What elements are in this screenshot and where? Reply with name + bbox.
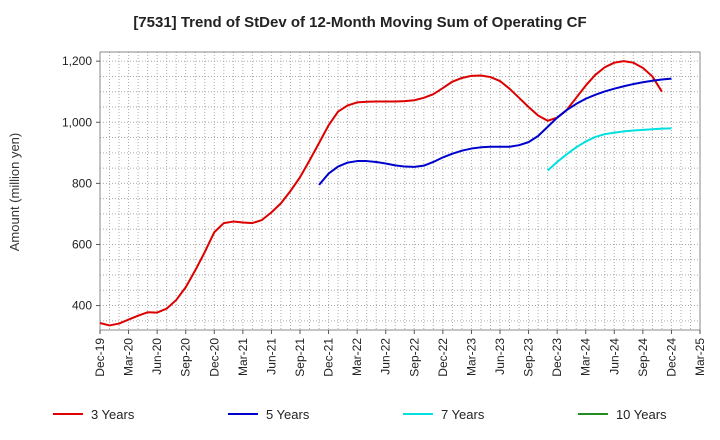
y-axis-label: Amount (million yen) — [7, 133, 22, 252]
x-tick-label: Mar-23 — [464, 338, 478, 376]
legend-item: 3 Years — [52, 407, 135, 422]
x-tick-label: Jun-22 — [379, 338, 393, 375]
x-tick-label: Dec-19 — [93, 338, 107, 377]
x-tick-label: Dec-21 — [322, 338, 336, 377]
legend: 3 Years 5 Years 7 Years 10 Years — [52, 407, 667, 422]
legend-label: 3 Years — [91, 407, 135, 422]
legend-label: 5 Years — [266, 407, 310, 422]
series-line-5-years — [318, 77, 672, 186]
legend-label: 10 Years — [616, 407, 667, 422]
chart-title: [7531] Trend of StDev of 12-Month Moving… — [133, 14, 587, 31]
series-line-7-years — [546, 127, 672, 172]
x-tick-label: Sep-24 — [636, 338, 650, 377]
y-tick-label: 600 — [72, 237, 92, 251]
legend-item: 10 Years — [577, 407, 667, 422]
x-tick-label: Mar-25 — [693, 338, 707, 376]
x-tick-label: Mar-20 — [122, 338, 136, 376]
x-tick-label: Dec-23 — [550, 338, 564, 377]
x-tick-label: Mar-24 — [579, 338, 593, 376]
legend-item: 5 Years — [227, 407, 310, 422]
x-tick-label: Sep-21 — [293, 338, 307, 377]
x-tick-label: Mar-22 — [350, 338, 364, 376]
x-tick-label: Jun-23 — [493, 338, 507, 375]
x-tick-label: Sep-22 — [407, 338, 421, 377]
legend-label: 7 Years — [441, 407, 485, 422]
y-axis-ticks: 400 600 800 1,000 1,200 — [62, 54, 100, 313]
x-tick-label: Dec-22 — [436, 338, 450, 377]
legend-item: 7 Years — [402, 407, 485, 422]
x-tick-label: Mar-21 — [236, 338, 250, 376]
x-tick-label: Dec-20 — [207, 338, 221, 377]
y-tick-label: 400 — [72, 299, 92, 313]
x-tick-label: Jun-21 — [264, 338, 278, 375]
y-tick-label: 1,000 — [62, 115, 92, 129]
x-axis-ticks: Dec-19 Mar-20 Jun-20 Sep-20 Dec-20 Mar-21 Jun-… — [93, 330, 707, 377]
x-tick-label: Jun-24 — [607, 338, 621, 375]
y-tick-label: 1,200 — [62, 54, 92, 68]
x-tick-label: Sep-23 — [522, 338, 536, 377]
x-tick-label: Jun-20 — [150, 338, 164, 375]
x-tick-label: Sep-20 — [179, 338, 193, 377]
series-lines — [99, 60, 672, 327]
x-tick-label: Dec-24 — [664, 338, 678, 377]
plot-area — [99, 51, 701, 331]
series-line-3-years — [99, 60, 663, 327]
y-tick-label: 800 — [72, 176, 92, 190]
grid-lines — [100, 52, 700, 330]
